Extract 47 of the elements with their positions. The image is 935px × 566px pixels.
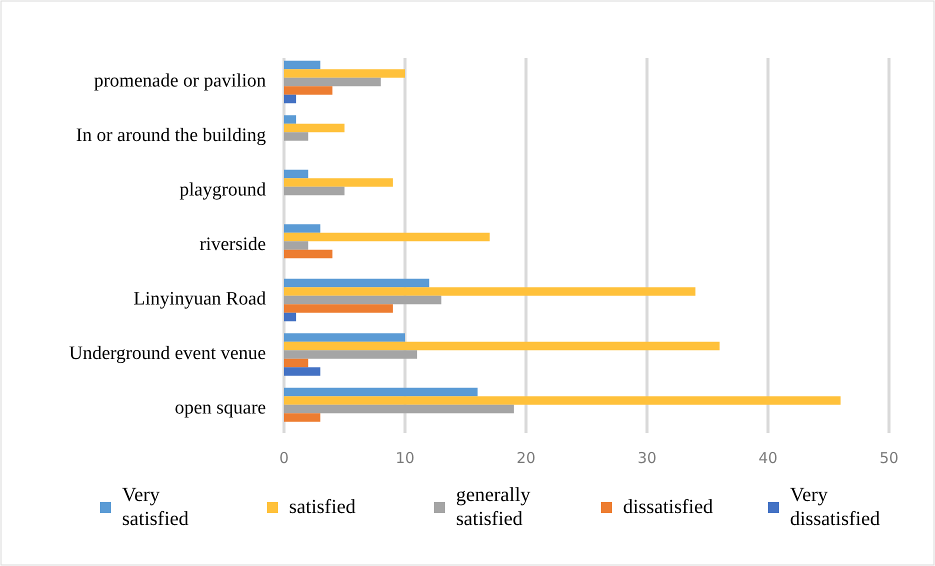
bar bbox=[284, 287, 696, 296]
bar bbox=[284, 186, 344, 196]
bar bbox=[284, 115, 296, 124]
bar bbox=[284, 388, 478, 396]
bar bbox=[284, 232, 490, 242]
bar bbox=[284, 250, 332, 258]
x-tick-label: 10 bbox=[395, 449, 415, 467]
bar bbox=[284, 224, 320, 233]
bar bbox=[284, 86, 332, 95]
bar bbox=[284, 367, 320, 376]
bar bbox=[284, 342, 720, 350]
legend-label: dissatisfied bbox=[623, 496, 713, 518]
bar bbox=[284, 69, 405, 78]
legend-label: Very dissatisfied bbox=[790, 484, 880, 530]
bar bbox=[284, 333, 405, 342]
y-tick-label: Underground event venue bbox=[69, 342, 266, 364]
y-tick-label: playground bbox=[179, 179, 266, 200]
x-tick-label: 40 bbox=[758, 449, 778, 467]
bar bbox=[284, 178, 393, 187]
legend-label: generally satisfied bbox=[456, 484, 530, 530]
y-tick-label: In or around the building bbox=[76, 124, 266, 146]
bar bbox=[284, 132, 308, 141]
x-tick-label: 30 bbox=[637, 449, 657, 467]
bar bbox=[284, 124, 344, 132]
bar bbox=[284, 296, 442, 304]
bar bbox=[284, 312, 296, 322]
y-tick-label: promenade or pavilion bbox=[94, 70, 266, 92]
bar bbox=[284, 413, 320, 422]
bar bbox=[284, 358, 308, 368]
bar bbox=[284, 396, 841, 405]
y-tick-label: Linyinyuan Road bbox=[134, 288, 266, 310]
bar bbox=[284, 241, 308, 250]
bar bbox=[284, 350, 418, 359]
bar bbox=[284, 170, 308, 178]
x-tick-label: 20 bbox=[516, 449, 536, 467]
bar bbox=[284, 94, 296, 104]
bar bbox=[284, 404, 514, 414]
bar bbox=[284, 304, 393, 313]
legend-label: satisfied bbox=[289, 496, 356, 518]
x-tick-label: 0 bbox=[279, 449, 289, 467]
x-tick-label: 50 bbox=[879, 449, 899, 467]
legend-label: Very satisfied bbox=[122, 484, 189, 530]
bar bbox=[284, 78, 381, 86]
bar bbox=[284, 278, 430, 288]
y-tick-label: open square bbox=[174, 397, 266, 418]
bar bbox=[284, 60, 320, 70]
y-tick-label: riverside bbox=[200, 234, 266, 255]
